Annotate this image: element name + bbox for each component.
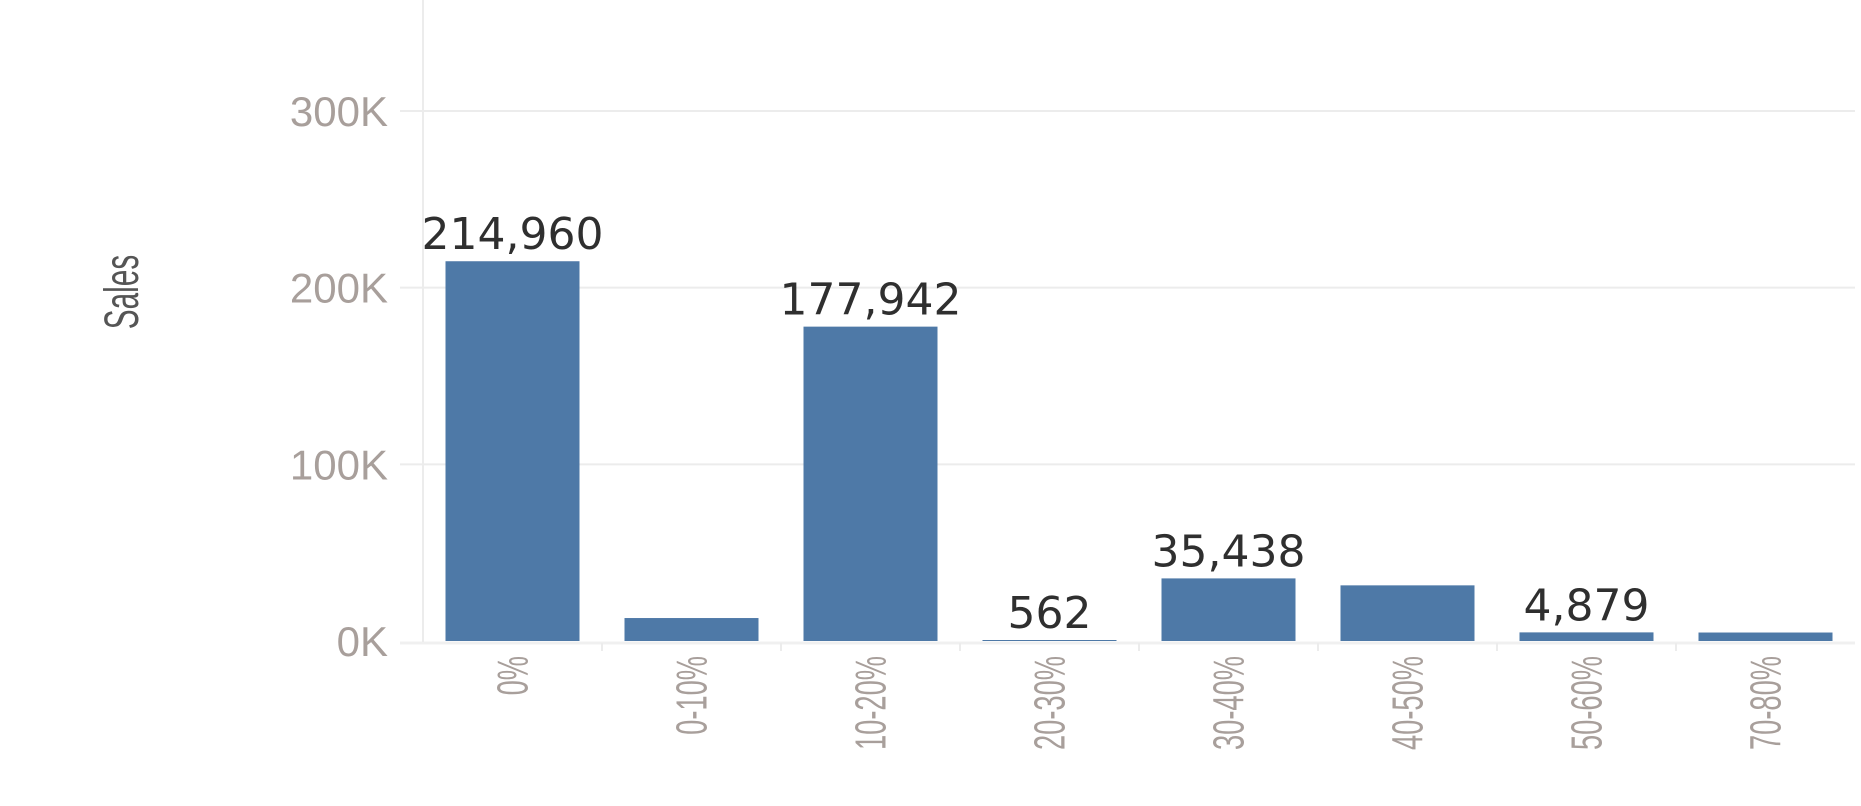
bars xyxy=(445,261,1833,641)
data-label: 562 xyxy=(1008,588,1092,639)
data-label: 214,960 xyxy=(422,209,604,260)
x-tick-label: 40-50% xyxy=(1383,656,1432,750)
data-label: 4,879 xyxy=(1524,580,1650,631)
x-tick-labels: 0% 0-10% 10-20% 20-30% 30-40% 40-50% 50-60% 70-… xyxy=(488,643,1790,750)
gridlines xyxy=(400,110,1855,645)
data-labels: 214,960 177,942 562 35,438 4,879 xyxy=(422,209,1650,639)
x-tick-label: 30-40% xyxy=(1204,656,1253,750)
bar xyxy=(803,326,938,641)
bar xyxy=(1698,632,1833,641)
data-label: 35,438 xyxy=(1152,526,1306,577)
bar xyxy=(1519,632,1654,641)
x-tick-label: 10-20% xyxy=(846,656,895,750)
bar xyxy=(982,640,1117,641)
x-tick-label: 0% xyxy=(488,656,537,695)
bar xyxy=(624,618,759,641)
x-tick-label: 0-10% xyxy=(667,656,716,735)
y-tick-label: 300K xyxy=(290,88,388,135)
bar xyxy=(1161,578,1296,641)
bar xyxy=(445,261,580,641)
y-tick-label: 0K xyxy=(337,618,388,665)
y-tick-label: 100K xyxy=(290,441,388,488)
y-tick-label: 200K xyxy=(290,265,388,312)
bar xyxy=(1340,585,1475,641)
data-label: 177,942 xyxy=(780,275,962,326)
x-tick-label: 20-30% xyxy=(1025,656,1074,750)
y-axis-title: Sales xyxy=(96,255,149,329)
y-tick-labels: 0K 100K 200K 300K xyxy=(290,88,388,665)
x-tick-label: 50-60% xyxy=(1562,656,1611,750)
x-tick-label: 70-80% xyxy=(1741,656,1790,750)
